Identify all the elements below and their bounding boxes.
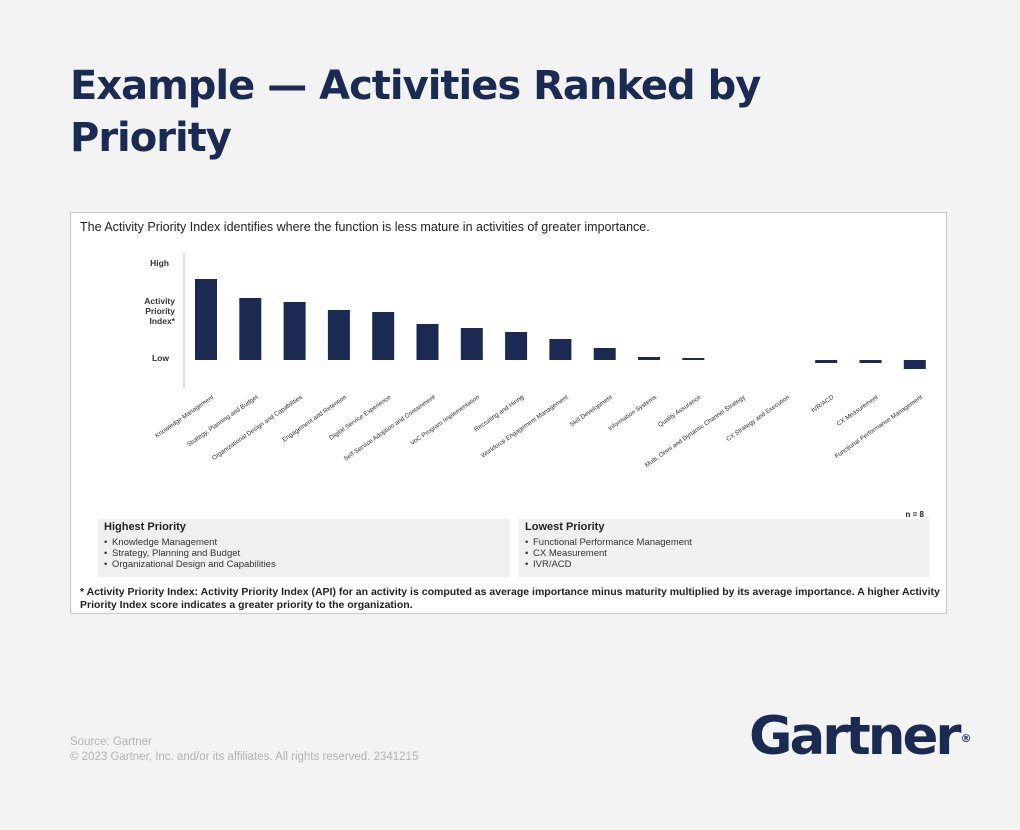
bar (372, 312, 395, 360)
x-tick-label: IVR/ACD (810, 394, 835, 415)
chart-panel: The Activity Priority Index identifies w… (70, 212, 947, 614)
registered-mark: ® (960, 732, 972, 745)
bar (815, 360, 838, 363)
bar (549, 339, 572, 360)
bar (505, 332, 528, 360)
y-label-index-3: Index* (149, 316, 175, 326)
x-tick-label: Functional Performance Management (834, 394, 925, 460)
bar (327, 310, 350, 360)
bar (460, 328, 483, 360)
x-tick-label: Multi, Omni and Dynamic Channel Strategy (644, 393, 748, 468)
slide-title: Example — Activities Ranked by Priority (70, 63, 761, 161)
y-label-index-2: Priority (145, 306, 175, 316)
bar (416, 324, 439, 360)
logo-text: Gartner (749, 706, 962, 767)
x-tick-label: Self-Service Adoption and Containment (343, 394, 437, 463)
source-line: Source: Gartner (70, 736, 152, 748)
bar (903, 360, 926, 369)
lowest-priority-item: CX Measurement (525, 548, 923, 559)
highest-priority-item: Knowledge Management (104, 537, 503, 548)
x-tick-label: Organizational Design and Capabilities (211, 394, 304, 462)
copyright-line: © 2023 Gartner, Inc. and/or its affiliat… (70, 751, 419, 763)
bar (239, 298, 262, 360)
lowest-priority-item: Functional Performance Management (525, 537, 923, 548)
bar (638, 357, 660, 360)
x-tick-label: Quality Assurance (657, 394, 703, 429)
source-credit: Source: Gartner © 2023 Gartner, Inc. and… (70, 735, 418, 765)
x-tick-label: Information Systems (607, 394, 658, 433)
x-tick-label: Strategy, Planning and Budget (186, 394, 260, 449)
highest-priority-item: Strategy, Planning and Budget (104, 548, 503, 559)
highest-priority-title: Highest Priority (104, 521, 186, 533)
gartner-logo: Gartner ® (749, 702, 972, 774)
priority-bar-chart: High Activity Priority Index* Low Knowle… (144, 253, 926, 469)
bar (859, 360, 882, 363)
bar (283, 302, 306, 360)
bar (593, 348, 616, 360)
lowest-priority-box: Lowest Priority Functional Performance M… (519, 519, 929, 577)
x-tick-label: Skill Development (569, 394, 615, 429)
sample-size: n = 8 (905, 510, 924, 519)
x-tick-label: Workforce Engagement Management (480, 394, 570, 460)
highest-priority-box: Highest Priority Knowledge Management St… (98, 519, 509, 577)
y-label-low: Low (152, 353, 169, 363)
bar (195, 279, 217, 360)
y-label-high: High (150, 258, 169, 268)
api-footnote: * Activity Priority Index: Activity Prio… (80, 586, 940, 611)
y-label-index-1: Activity (144, 296, 175, 306)
lowest-priority-item: IVR/ACD (525, 559, 923, 570)
x-tick-label: CX Measurement (835, 394, 879, 428)
chart-intro: The Activity Priority Index identifies w… (80, 220, 650, 234)
highest-priority-item: Organizational Design and Capabilities (104, 559, 503, 570)
lowest-priority-title: Lowest Priority (525, 521, 605, 533)
bar (682, 358, 705, 360)
